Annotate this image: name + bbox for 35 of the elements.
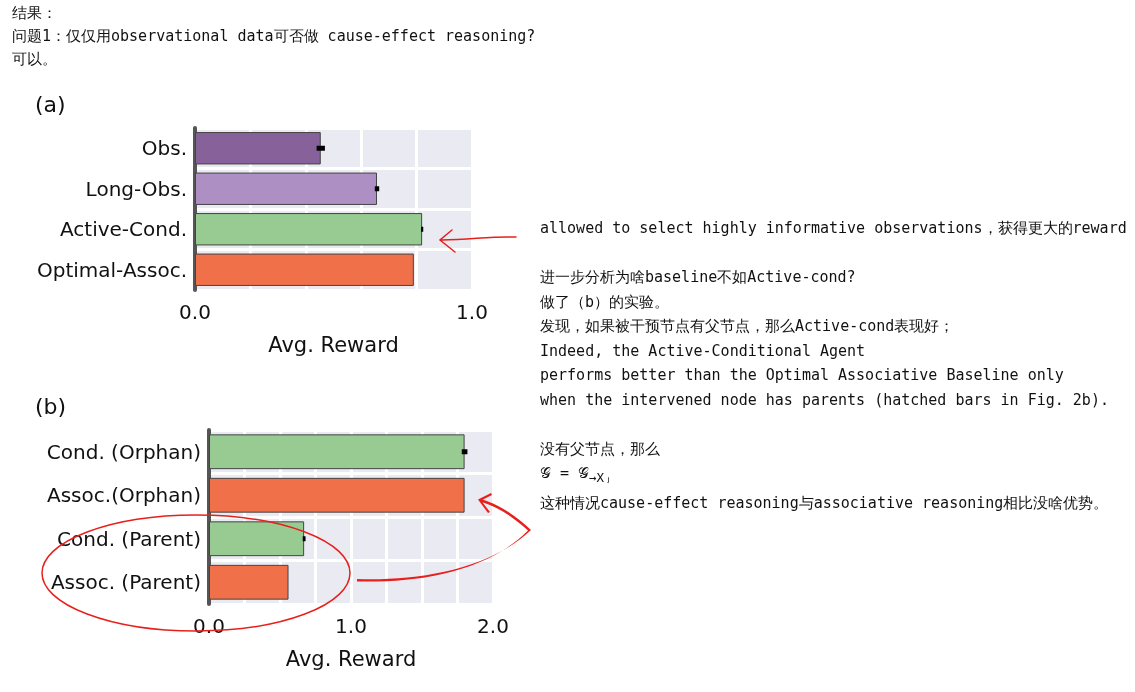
text: 可以。	[12, 49, 58, 70]
y-tick-label: Active-Cond.	[59, 217, 187, 242]
text: 问题1：仅仅用observational data可否做 cause-effect reasoning?	[12, 26, 537, 47]
text: performs better than the Optimal Associative Baseline only	[540, 365, 1065, 386]
y-tick-label: Cond. (Orphan)	[46, 439, 201, 464]
y-tick-label: Long-Obs.	[85, 176, 187, 201]
chart-title: (b)	[35, 393, 67, 419]
x-tick-label: 0.0	[179, 300, 211, 324]
x-tick-label: 1.0	[456, 300, 488, 324]
text: 做了（b）的实验。	[540, 291, 671, 313]
bar	[209, 564, 289, 600]
x-axis-title: Avg. Reward	[285, 646, 417, 671]
text: 结果：	[12, 3, 58, 24]
bar	[209, 434, 465, 470]
bar	[195, 132, 321, 165]
chart-title: (a)	[35, 91, 66, 117]
y-tick-label: Assoc.(Orphan)	[47, 483, 201, 508]
x-axis-title: Avg. Reward	[268, 332, 399, 357]
x-tick-label: 1.0	[335, 614, 367, 638]
text: Indeed, the Active-Conditional Agent	[540, 340, 867, 362]
text: 进一步分析为啥baseline不如Active-cond?	[540, 267, 857, 288]
bar	[195, 172, 377, 205]
text: 这种情况cause-effect reasoning与associative reasoning相比没啥优势。	[540, 492, 1110, 514]
y-tick-label: Optimal-Assoc.	[36, 257, 187, 282]
text: when the intervened node has parents (hatched bars in Fig. 2b).	[540, 389, 1110, 411]
bar	[195, 213, 423, 246]
bar	[209, 521, 305, 557]
y-tick-label: Obs.	[141, 136, 187, 161]
y-tick-label: Assoc. (Parent)	[50, 570, 201, 595]
x-tick-label: 2.0	[477, 614, 509, 638]
text: 发现，如果被干预节点有父节点，那么Active-cond表现好；	[540, 316, 956, 337]
text: 没有父节点，那么	[540, 438, 661, 460]
bar	[195, 253, 414, 286]
text: 𝒢 = 𝒢$_{→Xⱼ}$	[540, 463, 613, 487]
text: allowed to select highly informative observations，获得更大的reward	[540, 218, 1128, 239]
